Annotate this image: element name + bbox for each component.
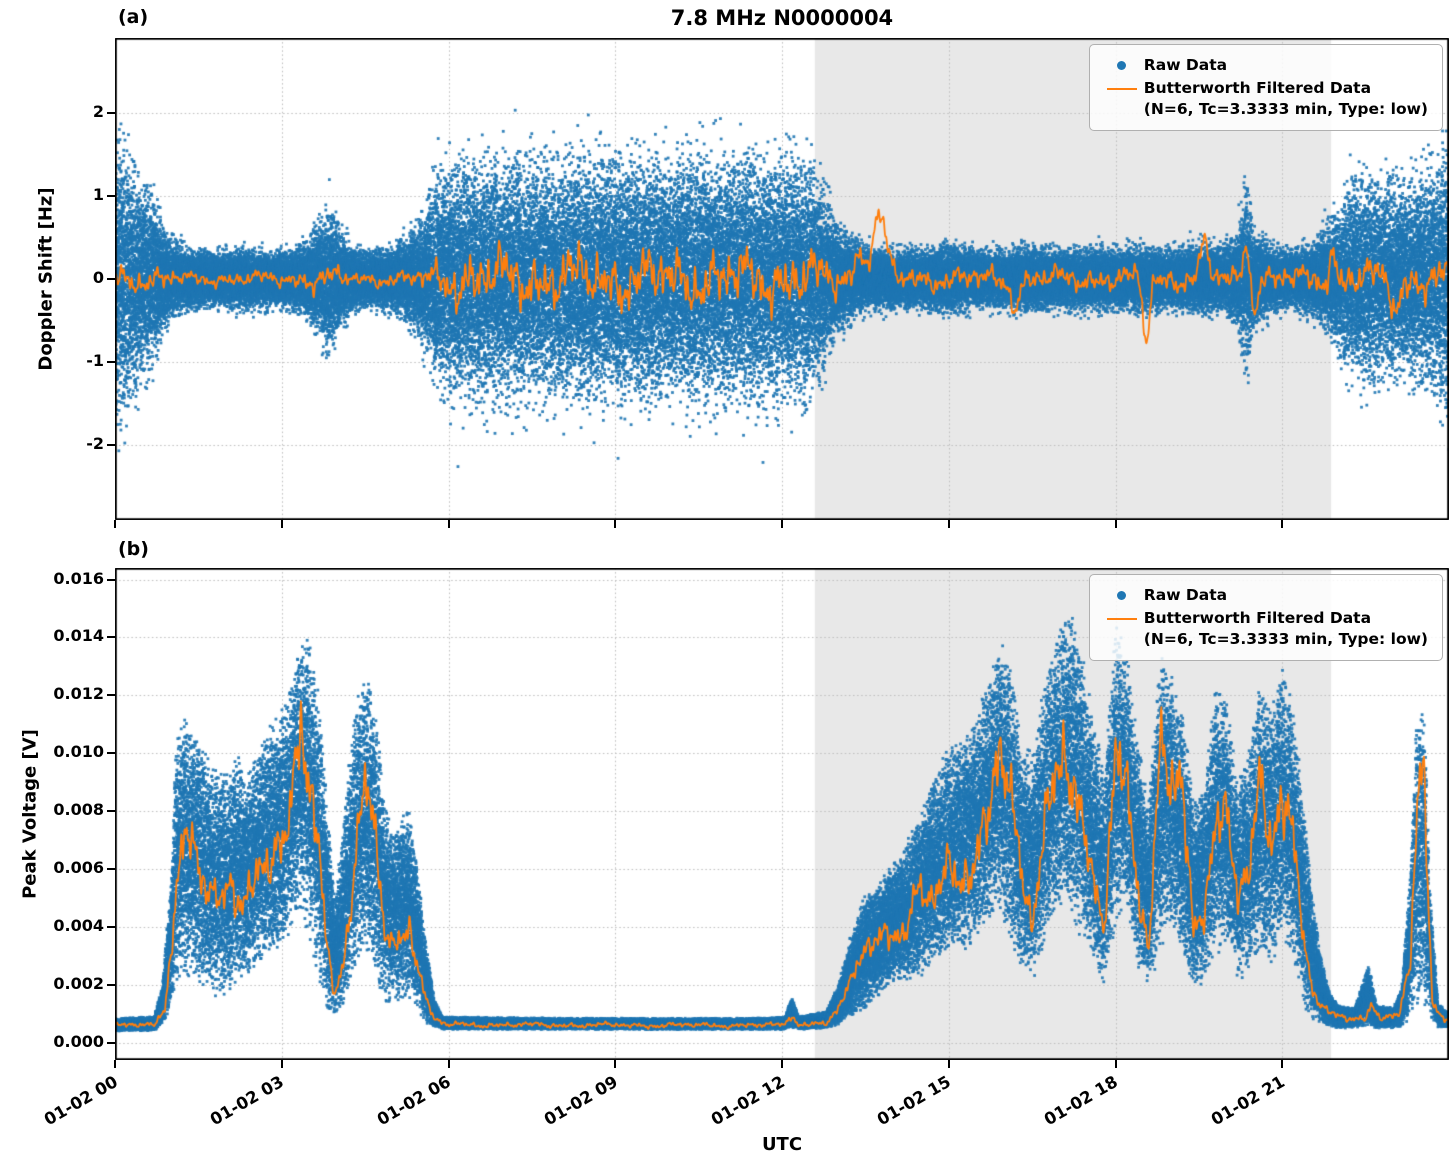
y-tick-mark [107,983,115,986]
x-tick-mark [1114,1060,1117,1068]
x-tick-label: 01-02 09 [540,1072,621,1130]
y-tick-mark [107,636,115,639]
panel-label-b: (b) [118,538,149,560]
panel-label-a: (a) [118,6,149,28]
x-tick-mark [1281,1060,1284,1068]
y-tick-label: 0.006 [53,857,104,877]
raw-data-marker-icon [1117,61,1127,70]
legend-item-raw-data: Raw Data [1100,585,1428,606]
legend-sublabel-filtered: (N=6, Tc=3.3333 min, Type: low) [1143,99,1428,118]
legend-item-filtered-data: Butterworth Filtered Data (N=6, Tc=3.333… [1100,78,1428,120]
plot-area-b: Raw Data Butterworth Filtered Data (N=6,… [115,568,1449,1060]
x-tick-mark [114,1060,116,1068]
x-tick-label: 01-02 06 [373,1072,454,1130]
y-tick-mark [107,1041,115,1044]
y-tick-label: 0.012 [53,684,104,704]
x-tick-mark [614,1060,617,1068]
y-tick-mark [107,810,115,813]
x-tick-mark [781,520,783,528]
y-tick-mark [107,578,115,581]
x-tick-mark [447,1060,450,1068]
plot-area-a: Raw Data Butterworth Filtered Data (N=6,… [115,38,1449,520]
x-tick-label: 01-02 12 [707,1072,788,1130]
y-tick-mark [107,194,115,197]
y-tick-mark [107,867,115,870]
raw-data-marker-icon [1117,591,1127,600]
y-tick-mark [107,925,115,928]
x-tick-mark [1114,520,1117,528]
legend-label-raw: Raw Data [1143,56,1228,74]
x-tick-label: 01-02 18 [1040,1072,1121,1130]
x-tick-mark [114,520,116,528]
legend-a: Raw Data Butterworth Filtered Data (N=6,… [1088,44,1443,131]
legend-item-raw-data: Raw Data [1100,55,1428,76]
legend-item-filtered-data: Butterworth Filtered Data (N=6, Tc=3.333… [1100,608,1428,650]
x-tick-label: 01-02 03 [207,1072,288,1130]
filtered-line-marker-icon [1106,617,1137,620]
legend-sublabel-filtered: (N=6, Tc=3.3333 min, Type: low) [1143,629,1428,648]
x-tick-label: 01-02 15 [874,1072,955,1130]
y-tick-label: 0 [92,268,104,287]
x-tick-mark [1281,520,1284,528]
x-tick-mark [781,1060,783,1068]
y-tick-label: 2 [92,101,104,121]
x-tick-mark [947,520,950,528]
x-tick-mark [280,1060,283,1068]
x-tick-label: 01-02 00 [40,1072,121,1130]
y-tick-mark [107,361,115,364]
y-tick-label: 0.010 [53,742,104,762]
y-tick-label: 0.016 [53,568,104,588]
x-tick-mark [280,520,283,528]
filtered-line-marker-icon [1106,87,1137,90]
legend-b: Raw Data Butterworth Filtered Data (N=6,… [1088,574,1443,661]
x-tick-mark [614,520,617,528]
y-tick-label: 1 [92,184,104,204]
y-tick-mark [107,694,115,697]
x-tick-mark [947,1060,950,1068]
y-tick-label: 0.002 [53,973,104,993]
y-tick-mark [107,111,115,114]
x-axis-label: UTC [761,1134,803,1155]
legend-label-filtered: Butterworth Filtered Data [1143,609,1372,627]
y-tick-label: 0.004 [53,915,104,935]
x-tick-label: 01-02 21 [1207,1072,1288,1130]
y-tick-mark [107,752,115,755]
legend-label-filtered: Butterworth Filtered Data [1143,79,1372,97]
x-tick-mark [447,520,450,528]
legend-label-raw: Raw Data [1143,586,1228,604]
y-tick-label: 0.000 [53,1031,104,1051]
y-tick-label: -1 [86,351,104,371]
y-tick-label: -2 [86,434,104,454]
y-tick-label: 0.014 [53,626,104,646]
y-tick-mark [107,444,115,447]
chart-title: 7.8 MHz N0000004 [670,6,894,30]
y-tick-label: 0.008 [53,800,104,820]
y-tick-mark [107,278,115,280]
